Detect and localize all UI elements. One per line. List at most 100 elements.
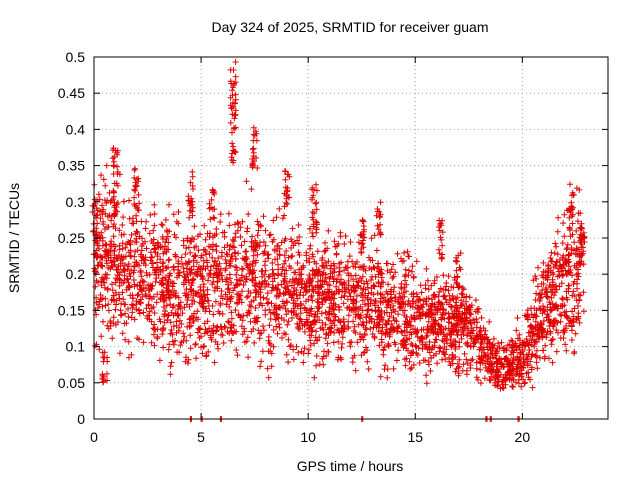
data-point: [300, 359, 307, 366]
y-tick-label: 0.3: [66, 194, 86, 210]
data-point: [227, 243, 234, 249]
data-point: [341, 279, 348, 286]
data-point: [159, 263, 166, 270]
data-point: [533, 353, 540, 360]
data-point: [503, 346, 510, 353]
data-point: [371, 265, 378, 272]
data-point: [553, 303, 559, 310]
data-point: [136, 282, 143, 289]
data-point: [530, 314, 537, 321]
data-point: [285, 288, 292, 294]
data-point: [257, 222, 264, 229]
data-point: [204, 286, 211, 293]
data-point: [285, 336, 292, 343]
data-point: [313, 353, 320, 359]
data-point: [557, 318, 564, 325]
data-point: [403, 355, 410, 362]
data-point: [386, 313, 393, 320]
data-point: [119, 240, 126, 247]
data-point: [104, 322, 111, 329]
data-point: [266, 273, 273, 280]
data-point: [125, 338, 132, 345]
data-point: [292, 240, 299, 247]
data-point: [221, 233, 228, 240]
data-point: [132, 230, 139, 237]
data-point: [398, 304, 405, 310]
data-point: [268, 287, 275, 294]
data-point: [285, 307, 292, 314]
data-point: [403, 321, 410, 328]
data-point: [207, 271, 214, 278]
data-point: [197, 270, 204, 277]
data-point: [240, 266, 246, 273]
data-point: [516, 331, 523, 338]
data-point: [237, 314, 244, 321]
data-point: [430, 310, 437, 317]
data-point: [438, 314, 445, 321]
data-point: [451, 310, 458, 317]
data-point: [184, 271, 191, 278]
data-point: [193, 290, 200, 297]
data-point: [453, 279, 460, 286]
y-tick-label: 0: [77, 411, 85, 427]
data-point: [523, 336, 530, 342]
data-point: [107, 318, 114, 325]
data-point: [344, 264, 351, 271]
data-point: [360, 336, 367, 343]
data-point: [558, 312, 565, 319]
data-point: [293, 343, 300, 350]
data-point: [362, 267, 369, 274]
data-point: [431, 294, 438, 301]
data-point: [258, 268, 265, 275]
data-point: [190, 257, 197, 264]
data-point: [282, 176, 289, 183]
data-point: [249, 156, 256, 162]
data-point: [283, 311, 290, 318]
data-point: [413, 291, 420, 298]
data-point: [201, 222, 208, 229]
data-point: [98, 229, 105, 236]
data-point: [377, 295, 384, 302]
data-point: [232, 73, 239, 80]
data-point: [117, 350, 123, 357]
data-point: [421, 343, 428, 350]
data-point: [336, 268, 343, 275]
data-point: [104, 285, 111, 292]
data-point: [548, 341, 555, 348]
data-point: [211, 206, 218, 213]
data-point: [276, 290, 283, 297]
data-point: [128, 231, 135, 238]
data-point: [377, 221, 384, 228]
data-point: [249, 269, 256, 276]
data-point: [182, 277, 189, 284]
data-point: [475, 376, 481, 383]
data-point: [232, 79, 239, 86]
data-point: [276, 324, 283, 331]
data-point: [209, 303, 216, 309]
data-point: [327, 325, 334, 332]
data-point: [111, 297, 118, 304]
data-point: [233, 264, 240, 271]
data-point: [113, 267, 120, 273]
data-point: [374, 208, 381, 215]
data-point: [253, 130, 260, 137]
data-point: [285, 318, 292, 325]
data-point: [273, 293, 280, 300]
data-point: [325, 227, 332, 234]
data-point: [253, 288, 260, 295]
data-point: [166, 341, 173, 348]
data-point: [306, 272, 313, 279]
data-point: [254, 318, 260, 325]
data-point: [433, 274, 440, 280]
data-point: [458, 290, 465, 297]
data-point: [146, 230, 153, 237]
data-point: [129, 215, 136, 222]
data-point: [243, 275, 250, 282]
data-point: [122, 310, 129, 317]
data-point: [224, 286, 231, 293]
data-point: [549, 288, 556, 295]
data-point: [546, 299, 553, 306]
data-point: [559, 295, 566, 302]
data-point: [114, 163, 121, 170]
data-point: [140, 284, 147, 291]
